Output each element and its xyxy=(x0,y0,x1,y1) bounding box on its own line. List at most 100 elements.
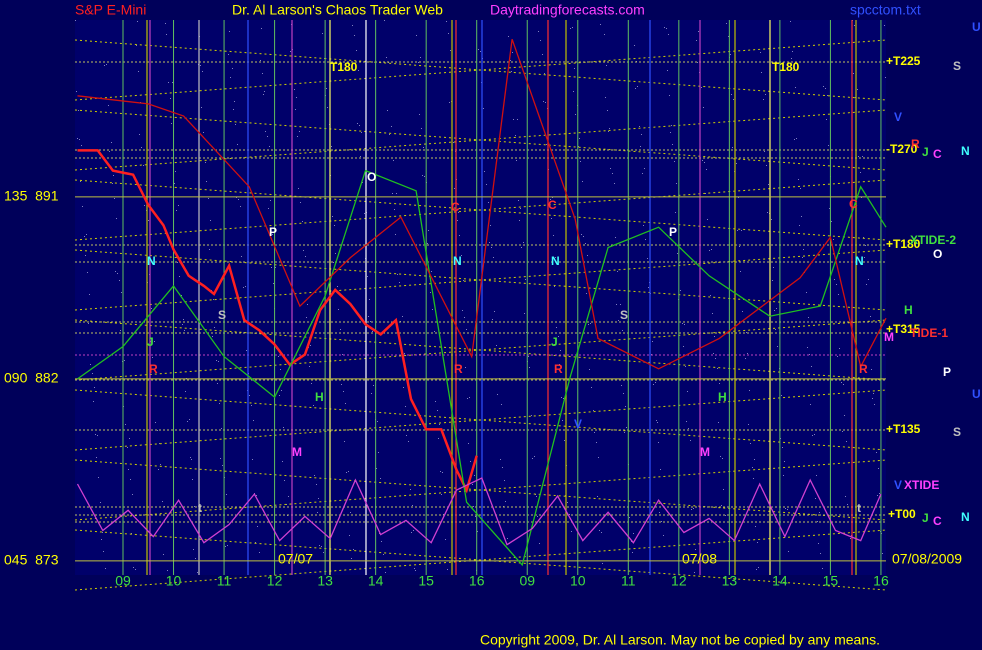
dot xyxy=(458,212,459,213)
dot xyxy=(696,40,697,41)
dot xyxy=(573,91,574,92)
deco-line xyxy=(74,389,887,451)
dot xyxy=(397,274,398,275)
dot xyxy=(626,427,627,428)
dot xyxy=(269,146,270,147)
annotation: O xyxy=(367,170,376,184)
dot xyxy=(723,489,724,490)
annotation: -T270 xyxy=(886,142,918,156)
dot xyxy=(167,570,168,571)
dot xyxy=(847,504,848,505)
dot xyxy=(185,391,186,392)
dot xyxy=(764,151,765,152)
dot xyxy=(432,309,433,310)
dot xyxy=(105,568,106,569)
dot xyxy=(733,99,734,100)
dot xyxy=(372,331,373,332)
dot xyxy=(504,480,505,481)
dot xyxy=(117,273,118,274)
dot xyxy=(284,480,285,481)
dot xyxy=(350,512,351,513)
dot xyxy=(585,243,586,244)
dot xyxy=(758,567,759,568)
dot xyxy=(306,317,307,318)
dot xyxy=(819,512,820,513)
dot xyxy=(299,131,300,132)
dot xyxy=(799,225,800,226)
deco-line xyxy=(74,529,887,591)
dot xyxy=(732,147,733,148)
dot xyxy=(383,554,384,555)
dot xyxy=(313,405,314,406)
dot xyxy=(864,257,865,258)
dot xyxy=(122,361,123,362)
dot xyxy=(420,57,421,58)
dot xyxy=(143,165,144,166)
dot xyxy=(544,73,545,74)
dot xyxy=(283,427,284,428)
dot xyxy=(658,442,659,443)
dot xyxy=(885,77,886,78)
dot xyxy=(794,139,795,140)
dot xyxy=(364,213,365,214)
dot xyxy=(462,310,463,311)
dot xyxy=(158,469,159,470)
dot xyxy=(450,50,451,51)
dot xyxy=(222,465,223,466)
dot xyxy=(151,308,152,309)
dot xyxy=(439,424,440,425)
dot xyxy=(878,468,879,469)
deco-line xyxy=(74,459,887,521)
dot xyxy=(469,397,470,398)
dot xyxy=(475,516,476,517)
dot xyxy=(520,208,521,209)
annotation: J xyxy=(922,145,929,159)
dot xyxy=(712,313,713,314)
annotation: M xyxy=(700,445,710,459)
dot xyxy=(774,310,775,311)
dot xyxy=(857,89,858,90)
dot xyxy=(861,197,862,198)
dot xyxy=(245,286,246,287)
dot xyxy=(670,132,671,133)
dot xyxy=(311,383,312,384)
dot xyxy=(183,319,184,320)
dot xyxy=(752,467,753,468)
dot xyxy=(538,31,539,32)
dot xyxy=(600,24,601,25)
dot xyxy=(144,205,145,206)
dot xyxy=(184,330,185,331)
dot xyxy=(446,21,447,22)
dot xyxy=(288,496,289,497)
dot xyxy=(103,551,104,552)
dot xyxy=(719,383,720,384)
dot xyxy=(705,193,706,194)
dot xyxy=(279,395,280,396)
dot xyxy=(178,205,179,206)
dot xyxy=(233,109,234,110)
dot xyxy=(623,393,624,394)
dot xyxy=(124,360,125,361)
dot xyxy=(526,332,527,333)
x-tick-label: 15 xyxy=(823,573,839,589)
dot xyxy=(209,249,210,250)
dot xyxy=(216,360,217,361)
dot xyxy=(773,267,774,268)
dot xyxy=(730,54,731,55)
dot xyxy=(194,506,195,507)
dot xyxy=(850,538,851,539)
dot xyxy=(171,123,172,124)
x-tick-label: 15 xyxy=(418,573,434,589)
dot xyxy=(257,526,258,527)
dot xyxy=(213,299,214,300)
dot xyxy=(680,290,681,291)
dot xyxy=(220,458,221,459)
dot xyxy=(635,88,636,89)
dot xyxy=(516,160,517,161)
dot xyxy=(467,398,468,399)
dot xyxy=(682,323,683,324)
dot xyxy=(672,144,673,145)
dot xyxy=(802,257,803,258)
dot xyxy=(100,502,101,503)
dot xyxy=(408,441,409,442)
